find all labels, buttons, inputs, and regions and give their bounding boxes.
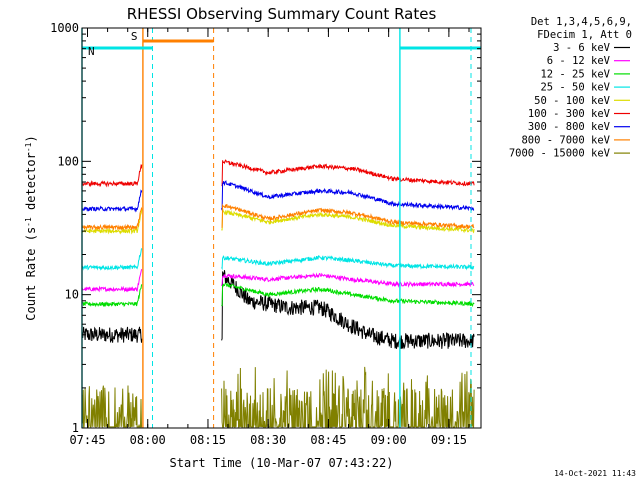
series-line-7000-to-15000kev-pre: [81, 385, 142, 429]
legend-label: 25 - 50 keV: [540, 82, 610, 94]
series-line-50-to-100kev-pre: [81, 209, 143, 235]
series-line-12-to-25kev-pre: [81, 284, 143, 308]
plot-frame: [81, 27, 482, 429]
series-line-12-to-25kev-post: [221, 282, 475, 308]
x-tick-label: 08:30: [250, 433, 286, 447]
x-tick-label: 08:15: [190, 433, 226, 447]
legend-label: 300 - 800 keV: [528, 121, 611, 133]
series-line-50-to-100kev-post: [221, 208, 475, 234]
x-tick-label: 09:00: [371, 433, 407, 447]
y-tick-label: 1000: [50, 21, 79, 35]
legend-label: 6 - 12 keV: [547, 55, 611, 67]
x-tick-label: 08:00: [130, 433, 166, 447]
y-tick-label: 1: [72, 421, 79, 435]
legend-label: 50 - 100 keV: [534, 95, 611, 107]
legend-label: 3 - 6 keV: [553, 42, 611, 54]
y-axis-label: Count Rate (s-1 detector-1): [24, 135, 39, 320]
footer-date: 14-Oct-2021 11:43: [554, 469, 636, 478]
y-tick-label: 100: [57, 154, 79, 168]
series-line-800-to-7000kev-post: [221, 203, 475, 230]
series-line-6-to-12kev-post: [221, 272, 475, 288]
y-tick-label: 10: [65, 288, 79, 302]
series-line-800-to-7000kev-pre: [81, 206, 143, 231]
series-line-25-to-50kev-pre: [81, 248, 143, 271]
legend-label: 800 - 7000 keV: [521, 134, 610, 146]
series-line-3-to-6kev-pre: [81, 326, 143, 343]
series-line-3-to-6kev-post: [221, 270, 475, 350]
series-line-100-to-300kev-pre: [81, 163, 143, 188]
flag-label-s: S: [131, 30, 138, 43]
series-line-300-to-800kev-post: [221, 180, 475, 212]
series-line-7000-to-15000kev-post: [221, 366, 475, 429]
legend-label: 100 - 300 keV: [528, 108, 611, 120]
series-line-300-to-800kev-pre: [81, 189, 143, 213]
x-tick-label: 08:45: [310, 433, 346, 447]
series-line-6-to-12kev-pre: [81, 268, 143, 293]
x-tick-label: 09:15: [431, 433, 467, 447]
x-tick-label: 07:45: [69, 433, 105, 447]
legend-label: 7000 - 15000 keV: [509, 148, 611, 160]
x-axis-label: Start Time (10-Mar-07 07:43:22): [170, 456, 394, 470]
legend-label: 12 - 25 keV: [540, 68, 610, 80]
legend-header-line: Det 1,3,4,5,6,9,: [531, 16, 632, 28]
series-line-25-to-50kev-post: [221, 255, 475, 271]
flag-label-n: N: [88, 45, 95, 58]
legend-header-line: FDecim 1, Att 0: [537, 29, 632, 41]
chart-title: RHESSI Observing Summary Count Rates: [127, 5, 437, 23]
series-line-100-to-300kev-post: [221, 159, 475, 187]
